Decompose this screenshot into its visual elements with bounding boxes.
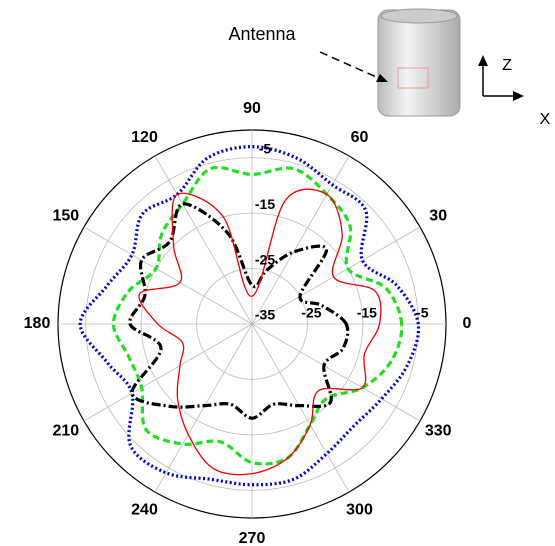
theta-tick-label: 60 — [351, 129, 369, 146]
r-tick-label: -15 — [255, 196, 275, 212]
grid-spoke — [251, 226, 421, 325]
theta-tick-label: 300 — [346, 501, 373, 518]
r-tick-label: -5 — [259, 140, 272, 156]
r-tick-label: -15 — [357, 305, 377, 321]
theta-tick-label: 270 — [239, 530, 266, 546]
r-tick-label: -25 — [301, 305, 321, 321]
theta-tick-label: 120 — [131, 129, 158, 146]
series-line — [138, 188, 382, 476]
series-line — [128, 202, 350, 420]
grid-spoke — [251, 323, 421, 422]
theta-tick-label: 0 — [463, 315, 472, 332]
annotation: X — [540, 111, 551, 128]
grid-spoke — [83, 323, 253, 422]
grid-spoke — [83, 226, 253, 325]
theta-tick-label: 330 — [425, 423, 452, 440]
grid-spoke — [154, 155, 253, 325]
antenna-picture — [319, 8, 524, 117]
r-tick-label: -25 — [255, 251, 275, 267]
r-tick-label: -5 — [416, 305, 429, 321]
grid-spoke — [154, 323, 253, 493]
theta-tick-label: 90 — [243, 100, 261, 117]
theta-tick-label: 210 — [52, 423, 79, 440]
r-tick-label: -35 — [255, 307, 275, 323]
theta-tick-label: 240 — [131, 501, 158, 518]
annotation: Z — [502, 57, 512, 74]
theta-tick-label: 150 — [52, 208, 79, 225]
series-line — [78, 145, 421, 487]
theta-tick-label: 30 — [429, 208, 447, 225]
annotation: Antenna — [228, 24, 296, 44]
grid-spoke — [251, 323, 350, 493]
theta-tick-label: 180 — [24, 315, 51, 332]
